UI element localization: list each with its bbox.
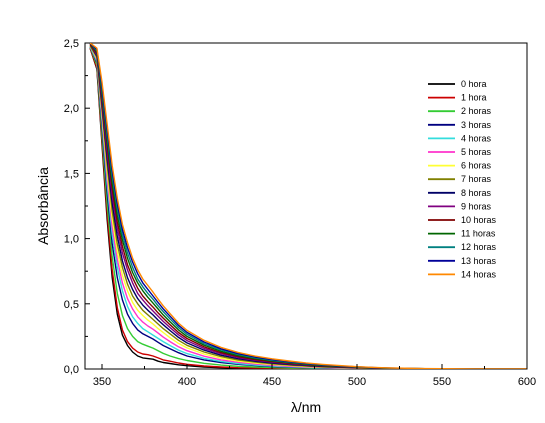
legend-label: 1 hora — [461, 93, 487, 103]
series-layer — [89, 43, 527, 369]
series-line — [89, 43, 527, 369]
legend-label: 13 horas — [461, 256, 497, 266]
legend-label: 11 horas — [461, 229, 496, 239]
legend-label: 7 horas — [461, 174, 492, 184]
x-tick-label: 500 — [348, 376, 366, 388]
legend-label: 3 horas — [461, 120, 492, 130]
legend-label: 5 horas — [461, 147, 492, 157]
axis-layer: 350 400 450 500 550 600 0,0 0,5 1,0 1,5 2,0 2,5 — [64, 38, 536, 388]
legend-label: 0 hora — [461, 79, 487, 89]
x-tick-label: 350 — [93, 376, 111, 388]
legend-label: 12 horas — [461, 242, 497, 252]
y-axis-title: Absorbância — [35, 167, 51, 245]
legend-label: 9 horas — [461, 201, 492, 211]
legend-label: 10 horas — [461, 215, 497, 225]
legend-label: 6 horas — [461, 161, 492, 171]
x-tick-label: 400 — [178, 376, 196, 388]
x-tick-label: 550 — [433, 376, 451, 388]
legend-label: 4 horas — [461, 133, 492, 143]
y-tick-label: 0,5 — [64, 299, 79, 311]
x-axis-title: λ/nm — [291, 399, 321, 415]
y-tick-label: 1,0 — [64, 234, 79, 246]
y-tick-label: 0,0 — [64, 364, 79, 376]
x-tick-label: 450 — [263, 376, 281, 388]
y-tick-label: 1,5 — [64, 168, 79, 180]
y-tick-label: 2,0 — [64, 103, 79, 115]
legend-label: 8 horas — [461, 188, 492, 198]
x-tick-label: 600 — [518, 376, 536, 388]
legend: 0 hora 1 hora 2 horas 3 horas 4 horas 5 horas… — [428, 79, 497, 279]
legend-label: 2 horas — [461, 106, 492, 116]
legend-label: 14 horas — [461, 269, 497, 279]
y-tick-label: 2,5 — [64, 38, 79, 50]
